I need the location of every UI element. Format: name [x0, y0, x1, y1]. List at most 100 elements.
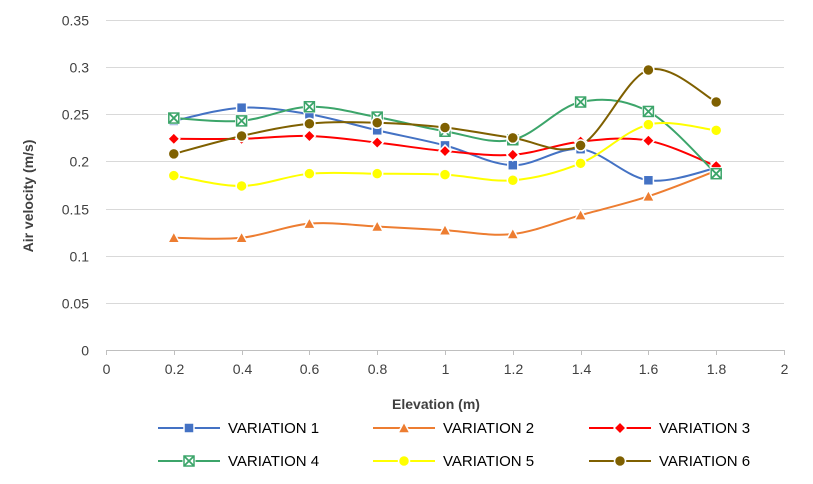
- marker-diamond: [505, 147, 520, 162]
- data-point-series-6: [235, 129, 248, 143]
- axes: [106, 350, 785, 355]
- data-point-series-3: [437, 143, 453, 159]
- marker-x-line: [168, 112, 180, 124]
- data-point-series-2: [573, 207, 588, 221]
- x-axis-title: Elevation (m): [392, 396, 480, 412]
- data-point-series-6: [506, 131, 520, 145]
- y-tick-label: 0: [81, 343, 89, 359]
- data-point-series-4: [641, 104, 655, 118]
- data-point-series-5: [370, 167, 384, 180]
- legend-item: VARIATION 2: [373, 420, 534, 437]
- marker-triangle: [641, 188, 656, 203]
- legend-label: VARIATION 1: [228, 420, 319, 437]
- data-point-series-3: [641, 133, 656, 148]
- marker-x-line: [183, 455, 195, 467]
- marker-x-square-box: [710, 167, 722, 180]
- data-point-series-5: [642, 118, 655, 131]
- data-point-series-3: [370, 135, 385, 150]
- data-point-series-5: [438, 168, 452, 181]
- marker-circle: [235, 129, 248, 143]
- data-point-series-2: [437, 222, 453, 237]
- x-tick-label: 0.6: [300, 361, 320, 377]
- marker-diamond: [302, 128, 317, 144]
- data-point-series-6: [574, 139, 587, 152]
- legend-item: VARIATION 1: [158, 420, 319, 437]
- marker-triangle: [396, 420, 412, 434]
- marker-x-square-box: [642, 105, 655, 118]
- data-point-series-2: [234, 230, 249, 244]
- marker-circle: [370, 167, 384, 180]
- marker-triangle: [573, 207, 588, 221]
- marker-x-square-box: [303, 100, 316, 113]
- data-point-series-6: [438, 121, 452, 134]
- legend-marker: [612, 420, 628, 436]
- data-point-series-5: [303, 167, 316, 180]
- legend-item: VARIATION 6: [589, 453, 750, 470]
- data-point-series-2: [641, 188, 656, 203]
- marker-circle: [438, 121, 452, 134]
- marker-x-line: [303, 101, 316, 113]
- marker-square: [183, 422, 195, 434]
- series-markers: [166, 63, 724, 244]
- marker-diamond: [612, 420, 628, 436]
- data-point-series-2: [302, 216, 317, 230]
- y-tick-label: 0.25: [62, 107, 89, 123]
- marker-circle: [506, 131, 520, 145]
- y-tick-labels: 0 0.05 0.1 0.15 0.2 0.25 0.3 0.35: [62, 13, 89, 359]
- x-tick-label: 2: [781, 361, 789, 377]
- marker-x-square-box: [574, 96, 587, 108]
- legend-marker: [396, 420, 412, 434]
- marker-circle: [506, 174, 520, 187]
- legend-label: VARIATION 6: [659, 453, 750, 470]
- legend-marker: [613, 454, 627, 468]
- data-point-series-1: [235, 101, 248, 114]
- marker-x-line: [574, 96, 587, 108]
- legend-item: VARIATION 5: [373, 453, 534, 470]
- x-tick-label: 1.8: [707, 361, 727, 377]
- marker-circle: [709, 124, 723, 137]
- legend-label: VARIATION 3: [659, 420, 750, 437]
- marker-circle: [709, 95, 723, 109]
- x-tick-label: 1.2: [504, 361, 524, 377]
- data-point-series-5: [574, 157, 587, 170]
- data-point-series-3: [505, 147, 520, 162]
- marker-triangle: [302, 216, 317, 230]
- y-tick-label: 0.2: [70, 154, 90, 170]
- data-point-series-1: [642, 174, 655, 187]
- legend-label: VARIATION 2: [443, 420, 534, 437]
- marker-circle: [642, 118, 655, 131]
- marker-circle: [574, 157, 587, 170]
- y-tick-label: 0.3: [70, 60, 90, 76]
- marker-x-line: [710, 168, 722, 180]
- data-point-series-4: [709, 167, 723, 181]
- data-point-series-6: [303, 117, 316, 130]
- marker-triangle: [505, 226, 521, 240]
- data-point-series-5: [709, 124, 723, 137]
- marker-diamond: [437, 143, 453, 159]
- legend-label: VARIATION 5: [443, 453, 534, 470]
- marker-circle: [397, 454, 411, 468]
- legend-label: VARIATION 4: [228, 453, 319, 470]
- x-tick-label: 0.8: [368, 361, 388, 377]
- marker-circle: [438, 168, 452, 181]
- marker-circle: [574, 139, 587, 152]
- x-tick-labels: 0 0.2 0.4 0.6 0.8 1 1.2 1.4 1.6 1.8 2: [103, 361, 789, 377]
- y-axis-title: Air velocity (m/s): [20, 140, 36, 253]
- data-point-series-2: [505, 226, 521, 240]
- data-point-series-5: [235, 179, 248, 193]
- x-tick-label: 1: [442, 361, 450, 377]
- legend-marker: [182, 454, 196, 468]
- legend-marker: [183, 422, 195, 434]
- marker-diamond: [166, 131, 181, 146]
- data-point-series-6: [642, 63, 655, 77]
- legend-marker: [397, 454, 411, 468]
- x-tick-label: 1.6: [639, 361, 659, 377]
- marker-circle: [303, 117, 316, 130]
- marker-square: [642, 174, 655, 187]
- marker-circle: [235, 179, 248, 193]
- marker-circle: [167, 147, 181, 161]
- marker-circle: [370, 116, 384, 130]
- marker-x-line: [642, 105, 655, 118]
- legend-item: VARIATION 3: [589, 420, 750, 437]
